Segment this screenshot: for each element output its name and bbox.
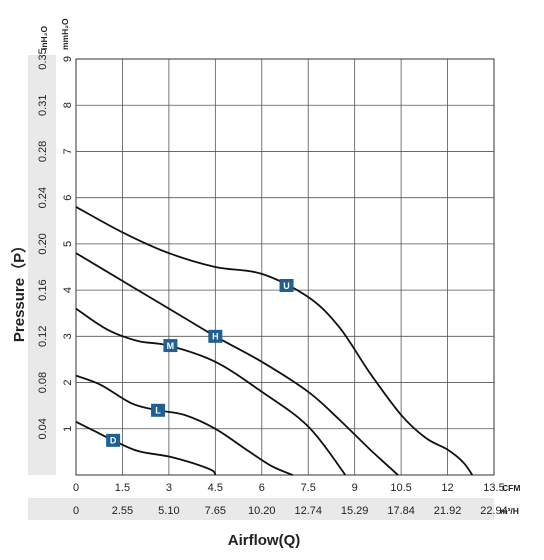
y-secondary-tick-label: 0.24 <box>37 187 49 208</box>
x-secondary-tick-label: 15.29 <box>341 505 369 517</box>
y-secondary-tick-label: 0.04 <box>37 418 49 439</box>
series-label-box-D <box>106 433 121 447</box>
y-secondary-tick-label: 0.08 <box>37 372 49 393</box>
x-axis-title: Airflow(Q) <box>228 532 301 549</box>
x-secondary-tick-label: 0 <box>73 505 79 517</box>
label-layer: U H M L D <box>106 278 294 447</box>
y-secondary-tick-label: 0.28 <box>37 141 49 162</box>
secondary-x-band <box>28 498 494 520</box>
y-primary-tick-label: 2 <box>62 379 74 385</box>
series-label-box-L <box>151 403 166 417</box>
y-primary-tick-label: 7 <box>62 148 74 154</box>
series-label-H: H <box>212 332 219 342</box>
x-primary-tick-label: 6 <box>259 482 265 494</box>
x-primary-tick-label: 9 <box>352 482 358 494</box>
x-primary-tick-label: 13.5 <box>483 482 504 494</box>
x-primary-tick-label: 7.5 <box>301 482 316 494</box>
x-secondary-tick-label: 12.74 <box>294 505 322 517</box>
x-primary-tick-label: 1.5 <box>115 482 130 494</box>
series-line-M <box>75 307 347 476</box>
x-primary-unit: CFM <box>502 483 520 493</box>
x-secondary-unit: m³/H <box>500 506 519 516</box>
y-secondary-tick-label: 0.35 <box>37 48 49 69</box>
series-line-H <box>75 252 399 476</box>
y-primary-tick-label: 4 <box>62 287 74 293</box>
series-label-D: D <box>110 436 117 446</box>
y-secondary-tick-label: 0.12 <box>37 326 49 347</box>
y-primary-tick-label: 3 <box>62 333 74 339</box>
x-primary-tick-label: 3 <box>166 482 172 494</box>
y-primary-tick-label: 9 <box>62 56 74 62</box>
curve-layer <box>75 206 474 476</box>
y-primary-tick-label: 6 <box>62 195 74 201</box>
series-line-U <box>75 206 474 476</box>
series-label-box-H <box>208 329 223 343</box>
series-line-D <box>75 421 217 476</box>
y-axis-title: Pressure（P） <box>10 238 28 342</box>
x-secondary-tick-label: 5.10 <box>158 505 179 517</box>
tick-layer: 0 1.5 3 4.5 6 7.5 9 10.5 12 13.50 2.55 5.10 7.65 10.2… <box>37 48 508 517</box>
series-label-L: L <box>155 406 161 416</box>
series-label-box-M <box>163 339 178 353</box>
series-label-box-U <box>279 278 294 292</box>
x-primary-tick-label: 0 <box>73 482 79 494</box>
y-secondary-tick-label: 0.20 <box>37 233 49 254</box>
x-primary-tick-label: 12 <box>441 482 453 494</box>
secondary-y-band <box>28 55 56 475</box>
x-secondary-tick-label: 22.94 <box>480 505 508 517</box>
y-primary-tick-label: 8 <box>62 102 74 108</box>
y-secondary-tick-label: 0.16 <box>37 279 49 300</box>
y-primary-tick-label: 1 <box>62 426 74 432</box>
x-secondary-tick-label: 10.20 <box>248 505 276 517</box>
grid-layer <box>75 58 495 476</box>
x-primary-tick-label: 10.5 <box>390 482 411 494</box>
plot-frame <box>75 58 495 476</box>
x-secondary-tick-label: 7.65 <box>205 505 226 517</box>
series-line-L <box>75 374 294 476</box>
y-secondary-tick-label: 0.31 <box>37 95 49 116</box>
y-primary-unit: mmH₂O <box>60 18 70 50</box>
series-label-M: M <box>167 341 175 351</box>
y-primary-tick-label: 5 <box>62 241 74 247</box>
x-secondary-tick-label: 21.92 <box>434 505 462 517</box>
series-label-U: U <box>283 281 290 291</box>
x-secondary-tick-label: 17.84 <box>387 505 415 517</box>
x-primary-tick-label: 4.5 <box>208 482 223 494</box>
y-secondary-unit: inH₂O <box>39 26 49 50</box>
x-secondary-tick-label: 2.55 <box>112 505 133 517</box>
